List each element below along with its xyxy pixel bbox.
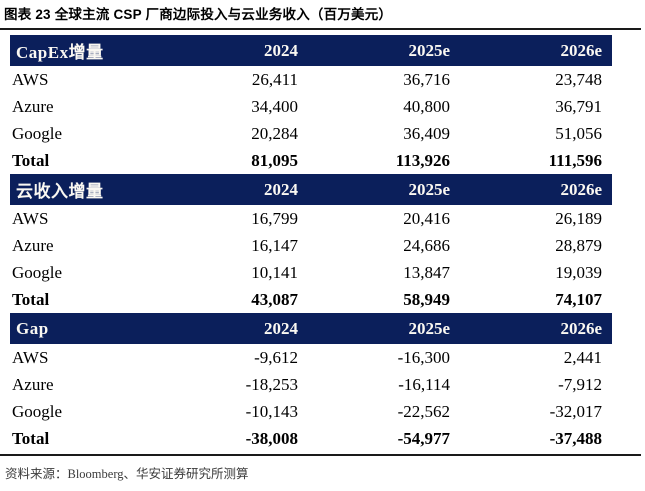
cell-value: 16,147 [251, 235, 298, 255]
source-note: 资料来源：Bloomberg、华安证券研究所测算 [5, 467, 249, 481]
cell-value: 16,799 [251, 208, 298, 228]
table-row-azure: Azure -18,253 -16,114 -7,912 [10, 371, 612, 398]
cell-value: -16,300 [397, 347, 450, 367]
cell-value: -10,143 [245, 401, 298, 421]
row-label: Google [12, 123, 63, 143]
table-row-aws: AWS 26,411 36,716 23,748 [10, 66, 612, 93]
row-label: Total [12, 289, 50, 309]
page-title: 图表 23 全球主流 CSP 厂商边际投入与云业务收入（百万美元） [4, 7, 393, 22]
table-row-google: Google 20,284 36,409 51,056 [10, 120, 612, 147]
cell-value: -37,488 [549, 428, 602, 448]
cell-value: 40,800 [403, 96, 450, 116]
column-header-2026e: 2026e [560, 179, 602, 199]
column-header-2024: 2024 [264, 40, 298, 60]
cell-value: -32,017 [549, 401, 602, 421]
cell-value: -16,114 [398, 374, 450, 394]
cell-value: -9,612 [254, 347, 298, 367]
cell-value: 20,284 [251, 123, 298, 143]
cell-value: -7,912 [558, 374, 602, 394]
column-header-2026e: 2026e [560, 40, 602, 60]
table-bottom-divider [0, 454, 641, 456]
table-row-aws: AWS 16,799 20,416 26,189 [10, 205, 612, 232]
section-header-cloud-revenue: 云收入增量 2024 2025e 2026e [10, 174, 612, 205]
section-title: CapEx增量 [16, 43, 104, 62]
cell-value: 10,141 [251, 262, 298, 282]
row-label: AWS [12, 347, 49, 367]
cell-value: 2,441 [563, 347, 602, 367]
section-header-gap: Gap 2024 2025e 2026e [10, 313, 612, 344]
data-table: CapEx增量 2024 2025e 2026e AWS 26,411 36,7… [10, 35, 612, 452]
row-label: AWS [12, 208, 49, 228]
table-row-azure: Azure 16,147 24,686 28,879 [10, 232, 612, 259]
cell-value: 58,949 [403, 289, 450, 309]
table-row-total: Total -38,008 -54,977 -37,488 [10, 425, 612, 452]
cell-value: 26,189 [555, 208, 602, 228]
cell-value: 36,716 [403, 69, 450, 89]
cell-value: -18,253 [245, 374, 298, 394]
cell-value: 51,056 [555, 123, 602, 143]
table-row-total: Total 43,087 58,949 74,107 [10, 286, 612, 313]
table-row-google: Google -10,143 -22,562 -32,017 [10, 398, 612, 425]
section-title: Gap [16, 318, 49, 338]
column-header-2025e: 2025e [408, 40, 450, 60]
cell-value: 111,596 [548, 150, 602, 170]
column-header-2026e: 2026e [560, 318, 602, 338]
row-label: Azure [12, 374, 54, 394]
cell-value: -22,562 [397, 401, 450, 421]
table-row-total: Total 81,095 113,926 111,596 [10, 147, 612, 174]
cell-value: 19,039 [555, 262, 602, 282]
column-header-2025e: 2025e [408, 179, 450, 199]
cell-value: 13,847 [403, 262, 450, 282]
table-row-aws: AWS -9,612 -16,300 2,441 [10, 344, 612, 371]
row-label: AWS [12, 69, 49, 89]
cell-value: 81,095 [251, 150, 298, 170]
row-label: Google [12, 262, 63, 282]
cell-value: 74,107 [555, 289, 602, 309]
cell-value: 24,686 [403, 235, 450, 255]
row-label: Google [12, 401, 63, 421]
cell-value: -54,977 [397, 428, 450, 448]
cell-value: 34,400 [251, 96, 298, 116]
section-header-capex: CapEx增量 2024 2025e 2026e [10, 35, 612, 66]
cell-value: 43,087 [251, 289, 298, 309]
table-row-azure: Azure 34,400 40,800 36,791 [10, 93, 612, 120]
column-header-2025e: 2025e [408, 318, 450, 338]
row-label: Azure [12, 235, 54, 255]
table-row-google: Google 10,141 13,847 19,039 [10, 259, 612, 286]
row-label: Total [12, 428, 50, 448]
row-label: Azure [12, 96, 54, 116]
cell-value: 26,411 [251, 69, 298, 89]
cell-value: 36,409 [403, 123, 450, 143]
cell-value: 20,416 [403, 208, 450, 228]
cell-value: 36,791 [555, 96, 602, 116]
column-header-2024: 2024 [264, 318, 298, 338]
column-header-2024: 2024 [264, 179, 298, 199]
cell-value: 23,748 [555, 69, 602, 89]
cell-value: -38,008 [245, 428, 298, 448]
cell-value: 113,926 [395, 150, 450, 170]
cell-value: 28,879 [555, 235, 602, 255]
title-divider [0, 28, 641, 30]
row-label: Total [12, 150, 50, 170]
section-title: 云收入增量 [16, 182, 104, 201]
